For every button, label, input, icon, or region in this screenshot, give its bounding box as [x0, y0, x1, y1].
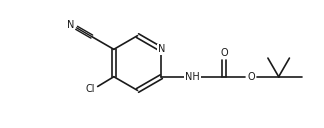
- Text: NH: NH: [185, 72, 200, 82]
- Text: O: O: [248, 72, 255, 82]
- Text: Cl: Cl: [85, 84, 95, 94]
- Text: O: O: [220, 48, 228, 58]
- Text: N: N: [157, 44, 165, 54]
- Text: N: N: [67, 20, 75, 30]
